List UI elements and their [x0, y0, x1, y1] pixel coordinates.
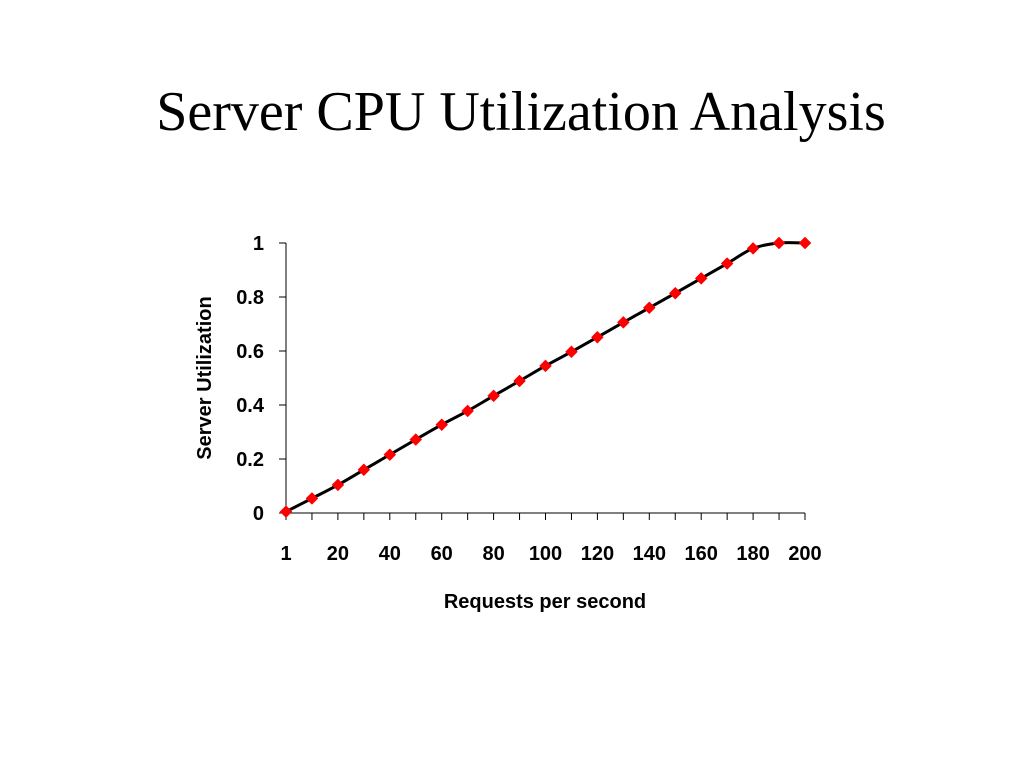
data-point-marker — [305, 492, 319, 505]
data-point-marker — [694, 272, 708, 285]
x-tick-label: 80 — [482, 543, 504, 565]
data-point-marker — [487, 389, 500, 403]
data-point-marker — [668, 286, 682, 300]
x-tick-label: 180 — [736, 543, 769, 565]
x-tick-label: 40 — [379, 543, 401, 565]
y-tick-label: 0.6 — [236, 341, 264, 363]
series-markers — [279, 236, 812, 519]
data-point-marker — [642, 301, 656, 315]
data-point-marker — [772, 236, 786, 250]
x-tick-label: 60 — [431, 543, 453, 565]
y-tick-label: 0.4 — [236, 395, 265, 417]
x-tick-label: 140 — [633, 543, 666, 565]
data-point-marker — [746, 242, 760, 255]
data-point-marker — [798, 236, 812, 250]
x-tick-label: 100 — [529, 543, 562, 565]
x-tick-label: 1 — [280, 543, 291, 565]
y-tick-label: 1 — [253, 233, 264, 255]
data-point-marker — [591, 330, 604, 344]
data-point-marker — [331, 478, 345, 492]
data-point-marker — [616, 316, 630, 329]
x-tick-label: 120 — [581, 543, 614, 565]
data-point-marker — [435, 418, 449, 432]
data-point-marker — [565, 345, 578, 359]
data-point-marker — [383, 448, 397, 462]
data-point-marker — [409, 433, 423, 446]
data-point-marker — [279, 505, 293, 519]
y-tick-label: 0.2 — [236, 449, 264, 471]
x-axis-title: Requests per second — [444, 591, 646, 613]
y-axis-ticks: 0 0.2 0.4 0.6 0.8 1 — [236, 233, 286, 525]
data-point-marker — [539, 359, 552, 373]
x-tick-label: 20 — [327, 543, 349, 565]
y-tick-label: 0.8 — [236, 287, 264, 309]
x-axis-ticks: 1 20 40 60 80 100 120 140 160 180 200 — [280, 513, 822, 565]
data-point-marker — [461, 404, 475, 418]
y-tick-label: 0 — [253, 503, 264, 525]
data-point-marker — [720, 257, 734, 270]
y-axis-title: Server Utilization — [194, 296, 216, 459]
x-tick-label: 200 — [788, 543, 821, 565]
x-tick-label: 160 — [685, 543, 718, 565]
data-point-marker — [357, 463, 371, 477]
slide-title: Server CPU Utilization Analysis — [156, 81, 886, 143]
data-point-marker — [513, 374, 526, 388]
